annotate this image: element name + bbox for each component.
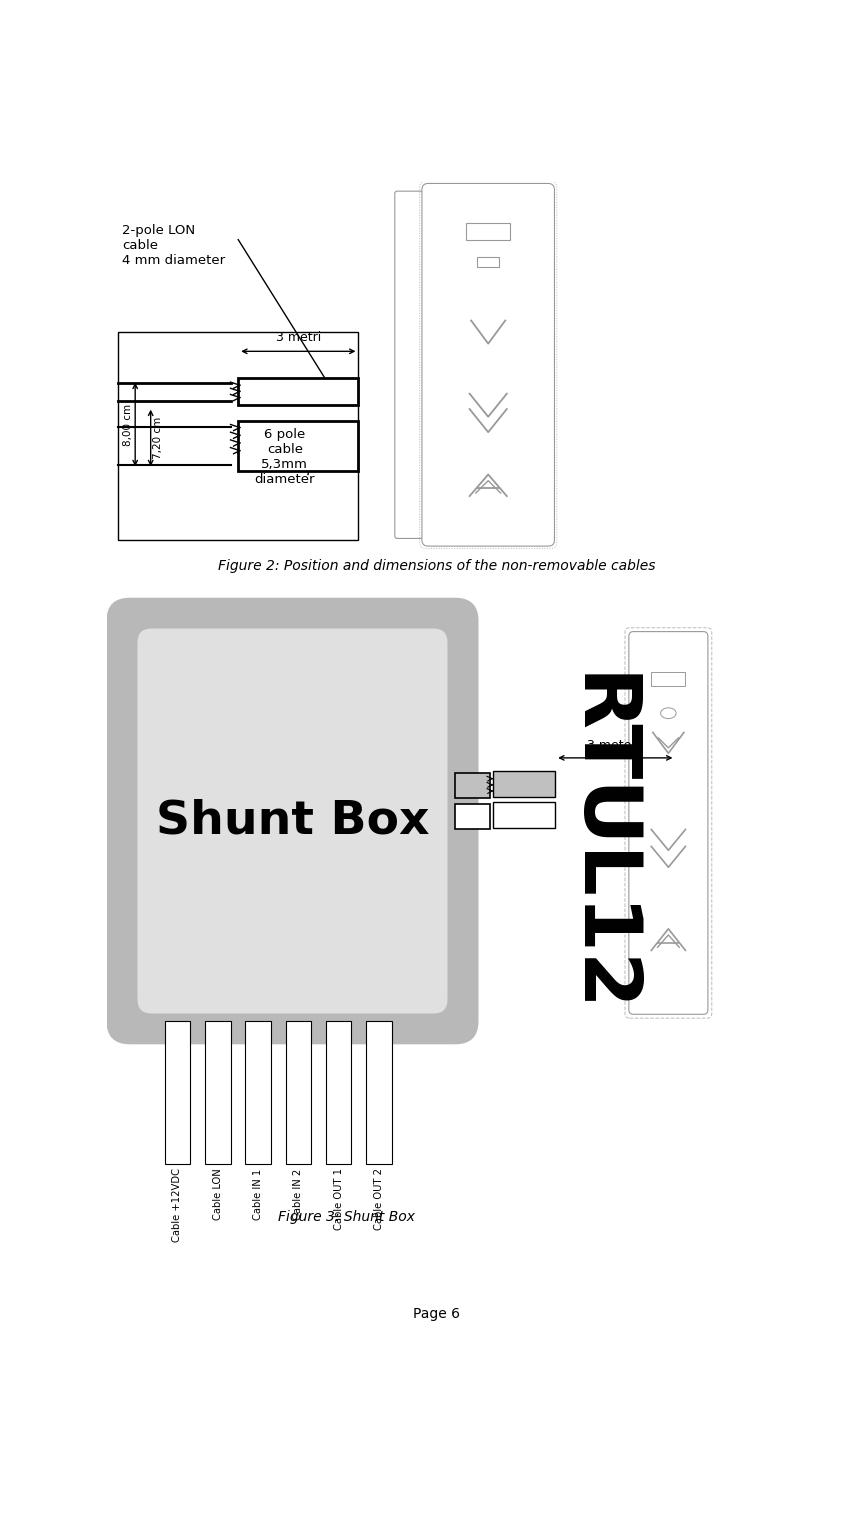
Bar	[245, 1022, 271, 1164]
Text: Figure 2: Position and dimensions of the non-removable cables: Figure 2: Position and dimensions of the…	[218, 559, 655, 573]
Bar	[455, 803, 490, 829]
FancyBboxPatch shape	[106, 597, 479, 1045]
Bar	[285, 1022, 311, 1164]
Bar	[493, 772, 556, 797]
Text: RTUL12: RTUL12	[560, 673, 637, 1016]
Bar	[467, 223, 509, 240]
Text: Cable IN 1: Cable IN 1	[253, 1169, 263, 1219]
Text: Cable IN 2: Cable IN 2	[293, 1169, 303, 1219]
Text: Cable OUT 2: Cable OUT 2	[374, 1169, 384, 1231]
Text: 3 metri: 3 metri	[276, 330, 321, 344]
Bar	[651, 673, 685, 687]
Text: Cable +12VDC: Cable +12VDC	[172, 1169, 182, 1242]
FancyBboxPatch shape	[137, 629, 447, 1014]
Bar	[493, 802, 556, 828]
Text: Figure 3: Shunt Box: Figure 3: Shunt Box	[279, 1210, 415, 1223]
Bar	[455, 773, 490, 797]
Text: Cable LON: Cable LON	[213, 1169, 222, 1220]
Bar	[239, 379, 359, 405]
Text: 6 pole
cable
5,3mm
diameter: 6 pole cable 5,3mm diameter	[255, 429, 315, 487]
Bar	[164, 1022, 190, 1164]
Text: Cable OUT 1: Cable OUT 1	[334, 1169, 343, 1231]
Text: 7,20 cm: 7,20 cm	[153, 417, 163, 459]
FancyBboxPatch shape	[629, 632, 708, 1014]
Bar	[118, 332, 359, 540]
Text: Page 6: Page 6	[413, 1307, 460, 1320]
Bar	[205, 1022, 231, 1164]
Text: 3 meters: 3 meters	[587, 738, 643, 752]
FancyBboxPatch shape	[422, 183, 555, 546]
Bar	[366, 1022, 392, 1164]
Ellipse shape	[660, 708, 676, 719]
Bar	[239, 420, 359, 470]
Bar	[477, 258, 499, 267]
Bar	[325, 1022, 351, 1164]
Text: 2-pole LON
cable
4 mm diameter: 2-pole LON cable 4 mm diameter	[122, 224, 225, 267]
Text: 8,00 cm: 8,00 cm	[123, 403, 133, 446]
Text: Shunt Box: Shunt Box	[156, 799, 429, 843]
FancyBboxPatch shape	[394, 191, 423, 538]
